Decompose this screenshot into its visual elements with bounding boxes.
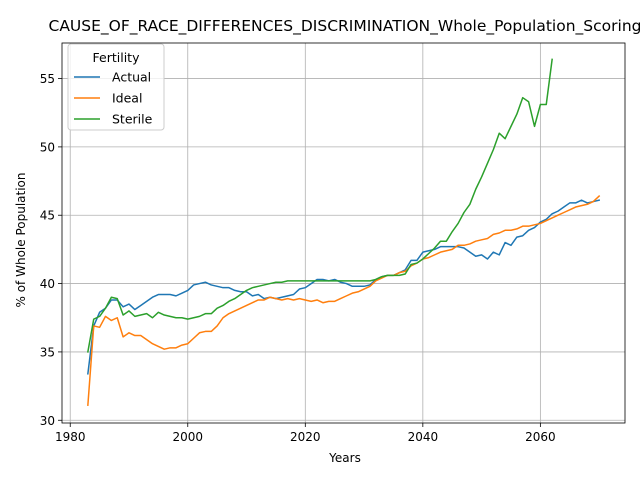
y-tick-label: 55 [40,72,55,86]
series-line-ideal [87,195,601,407]
legend-label-sterile: Sterile [112,112,153,127]
x-tick-label: 1980 [55,430,86,444]
y-tick-label: 30 [40,414,55,428]
y-axis-label: % of Whole Population [14,173,28,308]
x-tick-label: 2060 [525,430,556,444]
series-line-sterile [86,58,553,353]
legend-box [67,43,165,131]
series-lines [86,58,601,407]
y-tick-label: 50 [40,140,55,154]
plot-frame [61,42,626,424]
chart-title: CAUSE_OF_RACE_DIFFERENCES_DISCRIMINATION… [49,17,640,36]
x-tick-label: 2020 [290,430,321,444]
legend: Fertility Actual Ideal Sterile [67,43,165,131]
x-axis-label: Years [328,451,361,465]
series-line-actual [87,199,601,375]
y-tick-label: 45 [40,209,55,223]
axes: 1980 2000 2020 2040 2060 30 35 40 45 50 55 [40,42,626,444]
y-tick-label: 35 [40,345,55,359]
x-tick-label: 2000 [172,430,203,444]
legend-label-ideal: Ideal [112,91,142,106]
y-tick-label: 40 [40,277,55,291]
legend-title: Fertility [93,50,141,65]
legend-label-actual: Actual [112,70,151,85]
x-tick-label: 2040 [408,430,439,444]
